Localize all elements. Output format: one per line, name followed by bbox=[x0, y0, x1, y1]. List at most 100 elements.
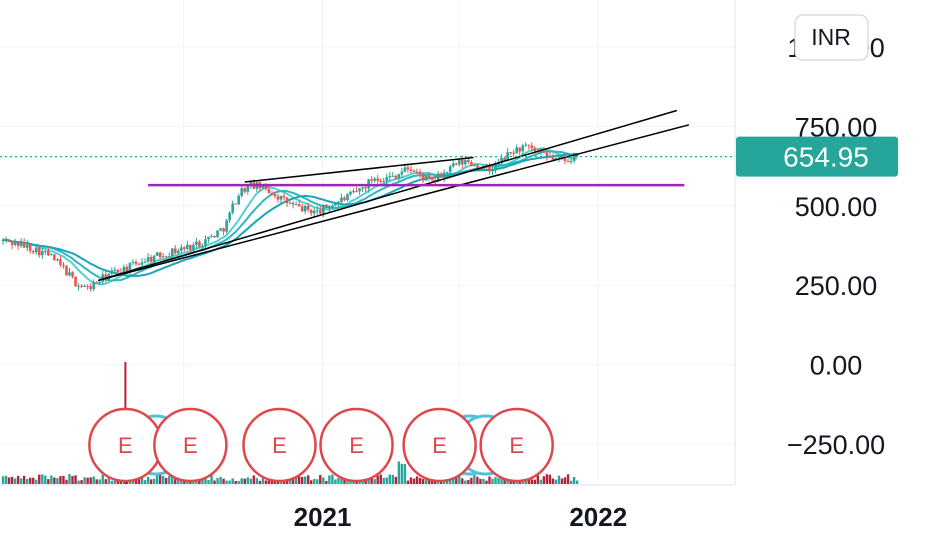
earnings-marker-label[interactable]: E bbox=[509, 433, 524, 458]
earnings-marker-circle[interactable] bbox=[242, 407, 317, 483]
volume-bar bbox=[319, 474, 322, 484]
volume-bar bbox=[25, 479, 29, 484]
candle-body bbox=[300, 206, 304, 212]
volume-bar bbox=[1, 476, 5, 484]
candle-body bbox=[285, 197, 289, 204]
volume-bar bbox=[458, 471, 461, 484]
volume-bar bbox=[412, 478, 416, 484]
last-price-tag: 654.95 bbox=[736, 136, 898, 177]
candle-body bbox=[566, 160, 570, 162]
candle-body bbox=[210, 235, 213, 237]
candle-body bbox=[270, 193, 274, 195]
candle-body bbox=[294, 204, 298, 206]
volume-bar bbox=[572, 477, 576, 484]
currency-label[interactable]: INR bbox=[811, 24, 851, 50]
volume-bar bbox=[479, 478, 482, 484]
time-axis-tick-label[interactable]: 2021 bbox=[294, 502, 352, 532]
volume-bar bbox=[204, 476, 207, 484]
volume-bar bbox=[497, 478, 500, 484]
candle-body bbox=[312, 210, 316, 214]
volume-bar bbox=[322, 477, 325, 484]
candle-body bbox=[77, 285, 80, 287]
time-axis-tick-label[interactable]: 2022 bbox=[569, 502, 627, 532]
earnings-marker[interactable]: E bbox=[242, 407, 317, 483]
price-axis-tick-label[interactable]: 500.00 bbox=[795, 192, 878, 222]
candle-body bbox=[303, 205, 307, 212]
candle-body bbox=[170, 248, 174, 257]
earnings-marker-circle[interactable] bbox=[479, 407, 554, 483]
volume-bar bbox=[47, 479, 50, 484]
candle-body bbox=[424, 175, 428, 181]
candle-body bbox=[557, 156, 561, 159]
candlesticks bbox=[1, 142, 579, 292]
candle-body bbox=[140, 262, 144, 265]
volume-bar bbox=[470, 477, 473, 484]
earnings-marker[interactable]: E bbox=[402, 407, 477, 483]
volume-bar bbox=[455, 478, 458, 484]
volume-bar bbox=[445, 480, 449, 484]
candle-body bbox=[83, 286, 86, 288]
earnings-marker[interactable]: E bbox=[479, 407, 554, 483]
candle-body bbox=[62, 264, 65, 267]
candle-body bbox=[415, 171, 419, 173]
volume-bar bbox=[551, 478, 555, 484]
volume-bar bbox=[406, 480, 410, 484]
candle-body bbox=[470, 162, 473, 167]
earnings-marker-label[interactable]: E bbox=[272, 433, 287, 458]
candle-body bbox=[467, 159, 470, 163]
candle-body bbox=[291, 202, 295, 205]
candle-body bbox=[37, 247, 41, 256]
candle-body bbox=[491, 170, 494, 172]
volume-bar bbox=[476, 476, 479, 484]
candle-body bbox=[186, 244, 189, 249]
trend-line[interactable] bbox=[98, 124, 690, 282]
candle-body bbox=[152, 255, 156, 262]
candle-body bbox=[201, 245, 204, 247]
earnings-marker-label[interactable]: E bbox=[349, 433, 364, 458]
candle-body bbox=[340, 197, 343, 202]
earnings-marker-circle[interactable] bbox=[153, 407, 228, 483]
earnings-marker-label[interactable]: E bbox=[183, 433, 198, 458]
volume-bar bbox=[566, 474, 570, 484]
trend-lines[interactable] bbox=[97, 109, 690, 282]
last-price-tag-text: 654.95 bbox=[783, 142, 869, 173]
volume-bar bbox=[334, 479, 337, 484]
volume-bar bbox=[488, 476, 491, 484]
candle-body bbox=[530, 145, 534, 149]
earnings-marker[interactable]: E bbox=[88, 407, 163, 483]
candle-body bbox=[25, 244, 29, 248]
candle-body bbox=[355, 191, 358, 193]
earnings-marker-circle[interactable] bbox=[319, 407, 394, 483]
volume-bar bbox=[207, 480, 210, 484]
volume-bar bbox=[485, 480, 488, 484]
volume-bar bbox=[464, 480, 467, 484]
currency-button-background[interactable] bbox=[794, 14, 869, 61]
price-axis-tick-label[interactable]: 250.00 bbox=[795, 271, 878, 301]
candle-body bbox=[370, 179, 373, 181]
trend-line[interactable] bbox=[244, 156, 474, 183]
price-axis-tick-label[interactable]: −250.00 bbox=[787, 430, 885, 460]
volume-bar bbox=[385, 477, 388, 484]
price-axis-tick-label[interactable]: 0.00 bbox=[810, 351, 863, 381]
trend-line[interactable] bbox=[97, 109, 678, 282]
volume-bar bbox=[328, 475, 331, 484]
candle-body bbox=[237, 195, 241, 205]
earnings-marker-label[interactable]: E bbox=[118, 433, 133, 458]
earnings-marker[interactable]: E bbox=[153, 407, 228, 483]
earnings-marker-circle[interactable] bbox=[402, 407, 477, 483]
currency-button[interactable]: INR bbox=[794, 14, 869, 61]
time-axis[interactable]: 2021 2022 bbox=[294, 502, 628, 532]
volume-bar bbox=[536, 475, 540, 484]
candle-body bbox=[128, 262, 132, 271]
candle-body bbox=[34, 247, 38, 253]
volume-bar bbox=[252, 475, 256, 484]
earnings-marker[interactable]: E bbox=[319, 407, 394, 483]
earnings-marker-label[interactable]: E bbox=[432, 433, 447, 458]
volume-bar bbox=[494, 477, 497, 484]
candle-body bbox=[563, 158, 567, 161]
candle-body bbox=[288, 202, 292, 204]
candle-body bbox=[264, 184, 268, 190]
volume-bar bbox=[210, 474, 213, 484]
